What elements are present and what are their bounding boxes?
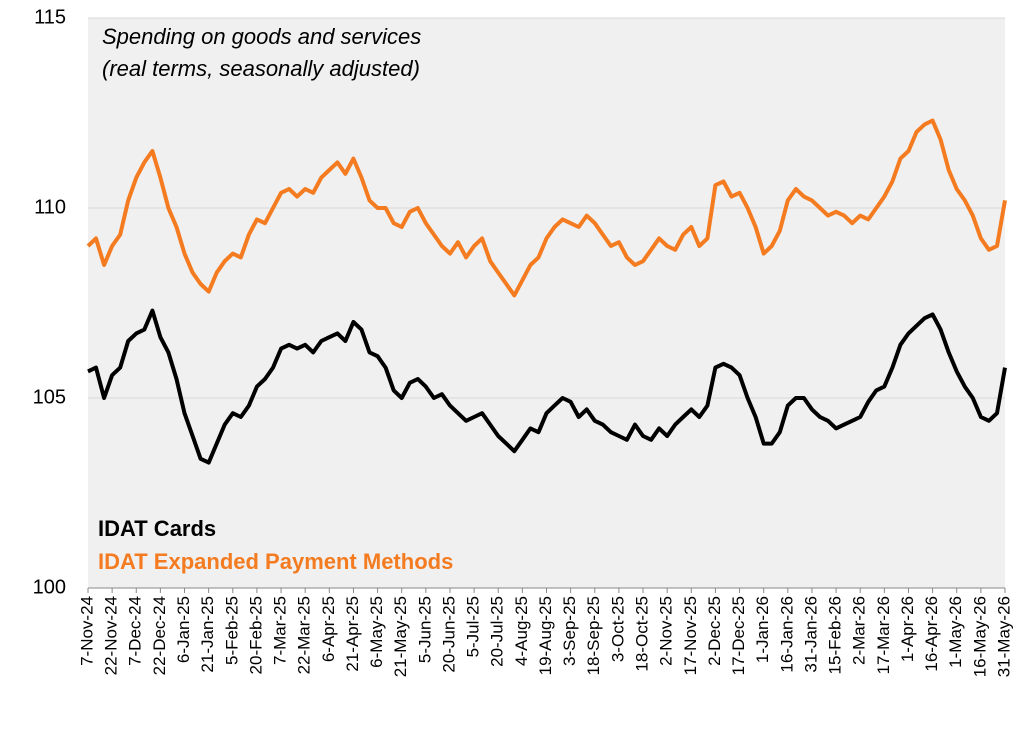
x-tick-label: 5-Feb-25 [222, 596, 241, 665]
x-tick-label: 16-Apr-26 [922, 596, 941, 672]
x-tick-label: 18-Oct-25 [633, 596, 652, 672]
x-tick-label: 6-May-25 [367, 596, 386, 668]
legend-entry: IDAT Cards [98, 516, 216, 541]
x-tick-label: 31-Jan-26 [801, 596, 820, 673]
x-tick-label: 7-Dec-24 [126, 596, 145, 666]
y-tick-label: 115 [34, 6, 66, 28]
x-tick-label: 5-Jul-25 [464, 596, 483, 657]
x-tick-label: 3-Oct-25 [608, 596, 627, 662]
x-tick-label: 31-May-26 [994, 596, 1013, 677]
series-line [86, 118, 1007, 298]
x-tick-label: 1-Jan-26 [753, 596, 772, 663]
y-tick-label: 100 [33, 576, 66, 598]
chart-subtitle: (real terms, seasonally adjusted) [102, 56, 420, 81]
x-tick-label: 17-Nov-25 [681, 596, 700, 675]
x-tick-label: 2-Mar-26 [850, 596, 869, 665]
x-tick-label: 1-May-26 [946, 596, 965, 668]
x-tick-label: 3-Sep-25 [560, 596, 579, 666]
x-tick-label: 6-Apr-25 [319, 596, 338, 662]
y-tick-label: 105 [33, 386, 66, 408]
x-tick-label: 22-Nov-24 [102, 596, 121, 675]
x-tick-label: 19-Aug-25 [536, 596, 555, 675]
x-tick-label: 22-Mar-25 [295, 596, 314, 674]
plot-area [88, 18, 1005, 588]
legend-entry: IDAT Expanded Payment Methods [98, 549, 453, 574]
x-tick-label: 20-Jul-25 [488, 596, 507, 667]
x-tick-label: 2-Nov-25 [657, 596, 676, 666]
x-tick-label: 17-Mar-26 [874, 596, 893, 674]
x-tick-label: 21-May-25 [391, 596, 410, 677]
x-tick-label: 17-Dec-25 [729, 596, 748, 675]
x-tick-label: 18-Sep-25 [584, 596, 603, 675]
series-line [87, 308, 1007, 465]
x-tick-label: 7-Mar-25 [271, 596, 290, 665]
chart-title: Spending on goods and services [102, 24, 421, 49]
x-tick-label: 22-Dec-24 [150, 596, 169, 675]
x-tick-label: 7-Nov-24 [77, 596, 96, 666]
x-tick-label: 21-Apr-25 [343, 596, 362, 672]
x-tick-label: 4-Aug-25 [512, 596, 531, 666]
x-tick-label: 16-Jan-26 [777, 596, 796, 673]
x-tick-label: 2-Dec-25 [705, 596, 724, 666]
x-tick-label: 16-May-26 [970, 596, 989, 677]
x-tick-label: 5-Jun-25 [415, 596, 434, 663]
y-tick-label: 110 [34, 196, 66, 218]
x-tick-label: 20-Feb-25 [246, 596, 265, 674]
x-tick-label: 15-Feb-26 [826, 596, 845, 674]
x-tick-label: 20-Jun-25 [439, 596, 458, 673]
x-tick-label: 21-Jan-25 [198, 596, 217, 673]
x-tick-label: 6-Jan-25 [174, 596, 193, 663]
x-tick-label: 1-Apr-26 [898, 596, 917, 662]
